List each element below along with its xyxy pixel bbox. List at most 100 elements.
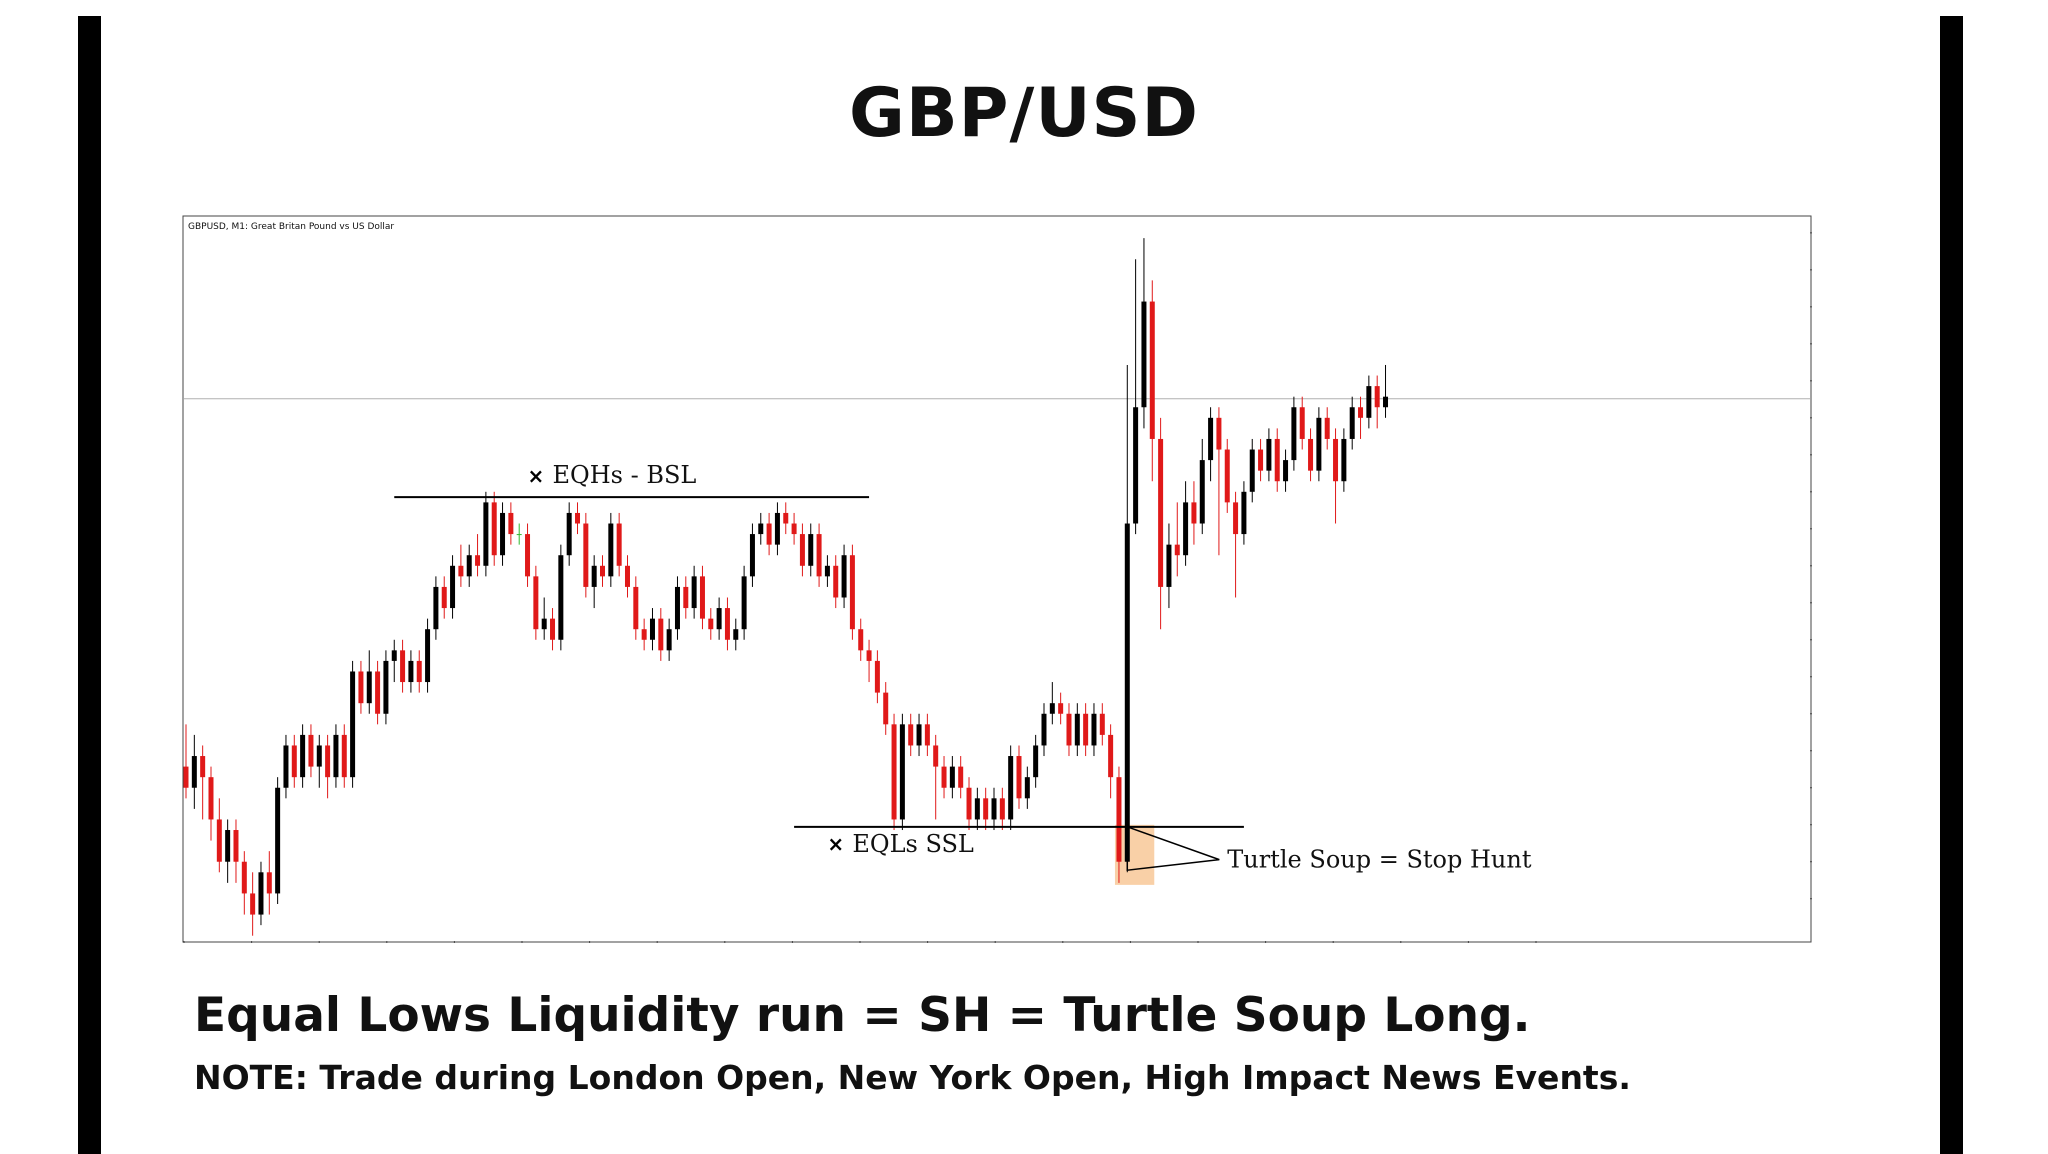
candle-body xyxy=(1349,407,1355,439)
candle-body xyxy=(999,798,1005,820)
candle-body xyxy=(924,724,930,746)
candle-body xyxy=(575,512,581,524)
candle-body xyxy=(450,565,456,609)
candle-body xyxy=(325,745,331,778)
candle-body xyxy=(541,618,547,630)
eqh-marker: × xyxy=(528,464,545,488)
candle-body xyxy=(358,671,364,704)
candle-body xyxy=(1233,502,1239,535)
left-frame-bar xyxy=(78,16,101,1154)
candle-body xyxy=(674,586,680,630)
candle-body xyxy=(583,523,589,587)
candle-body xyxy=(783,512,789,524)
candle-body xyxy=(516,534,522,536)
candle-body xyxy=(1166,544,1172,587)
candle-body xyxy=(1141,301,1147,408)
candle-body xyxy=(375,671,381,714)
candle-body xyxy=(433,586,439,630)
candle-body xyxy=(233,830,239,862)
candle-body xyxy=(691,576,697,609)
candle-body xyxy=(250,893,256,915)
candle-body xyxy=(816,534,822,577)
candle-body xyxy=(316,745,322,767)
candle-body xyxy=(699,576,705,619)
candle-body xyxy=(475,555,481,566)
candle-body xyxy=(1249,449,1255,492)
candle-body xyxy=(416,660,422,683)
candle-body xyxy=(550,618,556,640)
candle-body xyxy=(899,724,905,820)
candle-body xyxy=(849,555,855,630)
candle-body xyxy=(491,502,497,556)
annotations: × EQHs - BSL × EQLs SSL Turtle Soup = Stop H… xyxy=(394,461,1532,874)
candle-body xyxy=(225,830,231,862)
candle-body xyxy=(866,650,872,661)
candle-body xyxy=(616,523,622,566)
candle-body xyxy=(666,629,672,651)
candle-body xyxy=(608,523,614,577)
candle-body xyxy=(275,787,281,894)
candle-body xyxy=(258,872,264,915)
candle-body xyxy=(300,734,306,778)
candle-body xyxy=(766,523,772,545)
candle-body xyxy=(733,629,739,640)
candle-body xyxy=(983,798,989,820)
candle-body xyxy=(1183,502,1189,556)
candle-body xyxy=(958,766,964,788)
candle-body xyxy=(1333,438,1339,482)
chart-frame xyxy=(182,215,1812,943)
candle-body xyxy=(758,523,764,535)
candle-body xyxy=(600,565,605,577)
price-chart: GBPUSD, M1: Great Britan Pound vs US Dol… xyxy=(182,215,1812,943)
candle-body xyxy=(533,576,539,630)
candle-body xyxy=(916,724,922,746)
candle-body xyxy=(841,555,847,598)
candle-body xyxy=(216,819,222,862)
candle-body xyxy=(1191,502,1197,524)
candle-body xyxy=(1024,777,1030,799)
candle-body xyxy=(483,502,489,566)
y-axis: 1.298551.298201.297851.297501.297151.296… xyxy=(1810,232,1812,900)
candle-body xyxy=(658,618,664,651)
candle-body xyxy=(1199,460,1205,524)
candle-body xyxy=(266,872,272,894)
candle-body xyxy=(500,512,506,556)
candle-body xyxy=(1074,713,1080,746)
candle-body xyxy=(400,650,406,683)
right-frame-bar xyxy=(1940,16,1963,1154)
candle-body xyxy=(708,618,714,630)
candle-body xyxy=(183,766,189,788)
candle-body xyxy=(1374,386,1380,408)
candle-body xyxy=(808,534,814,566)
candle-body xyxy=(191,756,197,788)
chart-header: GBPUSD, M1: Great Britan Pound vs US Dol… xyxy=(188,222,394,232)
caption: Equal Lows Liquidity run = SH = Turtle S… xyxy=(194,988,1531,1043)
eqh-label: EQHs - BSL xyxy=(553,461,697,489)
candle-body xyxy=(1283,460,1289,482)
turtle-soup-label: Turtle Soup = Stop Hunt xyxy=(1227,846,1532,874)
candle-body xyxy=(641,629,647,640)
candle-body xyxy=(1274,438,1280,482)
candle-body xyxy=(1083,713,1089,746)
candle-body xyxy=(949,766,955,788)
candle-body xyxy=(874,660,880,693)
candle-body xyxy=(1008,756,1014,820)
candle-body xyxy=(908,724,914,746)
candle-body xyxy=(1383,396,1389,408)
candle-body xyxy=(1324,417,1330,439)
candle-body xyxy=(799,534,805,566)
candle-body xyxy=(1316,417,1322,471)
candle-body xyxy=(1108,734,1114,778)
candle-body xyxy=(350,671,356,778)
candle-body xyxy=(824,565,830,577)
candle-body xyxy=(649,618,655,640)
candle-body xyxy=(1174,544,1180,556)
candle-body xyxy=(1133,407,1139,524)
page-title: GBP/USD xyxy=(849,74,1199,153)
candle-body xyxy=(391,650,397,661)
note: NOTE: Trade during London Open, New York… xyxy=(194,1058,1631,1097)
candle-body xyxy=(774,512,780,545)
candle-body xyxy=(566,512,572,556)
candle-body xyxy=(341,734,347,778)
candle-body xyxy=(1358,407,1364,418)
